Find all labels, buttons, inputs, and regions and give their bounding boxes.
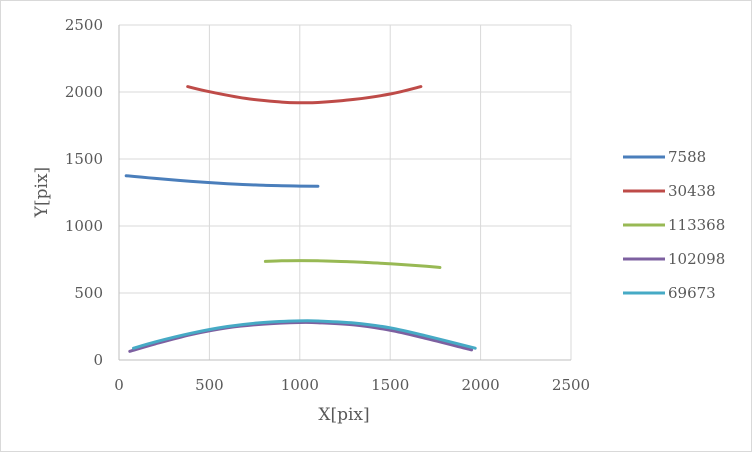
y-tick-label: 2000 [65,83,103,101]
axes [118,25,571,361]
x-tick-label: 0 [114,376,124,394]
series-line-113368 [263,259,442,269]
legend-label: 113368 [668,216,725,234]
x-tick-label: 2000 [462,376,500,394]
legend-label: 102098 [668,250,725,268]
y-tick-label: 1000 [65,217,103,235]
series-line-30438 [186,85,423,105]
series-lines [124,85,477,353]
tick-labels: 0 500 1000 1500 2000 2500 0 500 1000 1500 2000 2500 [65,16,590,394]
y-tick-label: 2500 [65,16,103,34]
y-axis-title: Y[pix] [32,167,52,218]
x-axis-title: X[pix] [318,405,369,425]
x-tick-label: 2500 [552,376,590,394]
series-line-7588 [124,174,320,188]
x-tick-label: 1000 [281,376,319,394]
y-tick-label: 500 [74,284,103,302]
legend-label: 7588 [668,148,706,166]
legend-label: 69673 [668,284,716,302]
x-tick-label: 500 [195,376,224,394]
y-tick-label: 1500 [65,150,103,168]
y-tick-label: 0 [93,351,103,369]
legend: 7588 30438 113368 102098 69673 [623,148,725,302]
x-tick-label: 1500 [371,376,409,394]
series-line-69673 [132,319,477,350]
gridlines [119,24,572,360]
legend-label: 30438 [668,182,716,200]
